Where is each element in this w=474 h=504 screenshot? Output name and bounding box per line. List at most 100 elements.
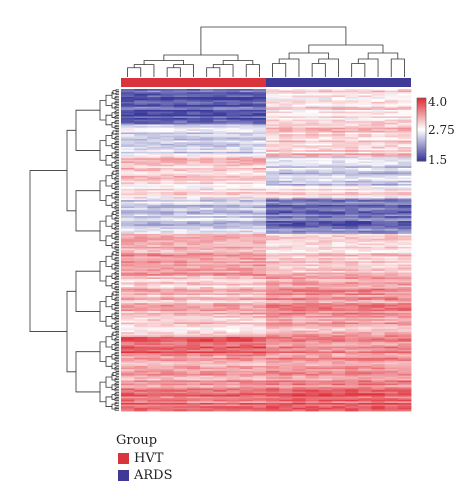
heatmap-cell [239, 269, 254, 272]
heatmap-cell [358, 378, 372, 381]
heatmap-cell [279, 122, 293, 125]
heatmap-cell [186, 398, 201, 401]
heatmap-cell [266, 285, 280, 288]
heatmap-cell [384, 216, 399, 219]
heatmap-cell [358, 406, 372, 409]
heatmap-cell [305, 256, 320, 259]
heatmap-cell [279, 349, 293, 352]
heatmap-cell [173, 283, 188, 286]
heatmap-cell [384, 293, 399, 296]
heatmap-cell [358, 277, 372, 280]
heatmap-cell [371, 278, 386, 281]
heatmap-cell [397, 158, 412, 161]
heatmap-cell [226, 111, 241, 114]
heatmap-cell [239, 240, 254, 243]
heatmap-cell [397, 304, 412, 307]
heatmap-cell [226, 324, 241, 327]
heatmap-cell [331, 364, 346, 367]
heatmap-cell [186, 287, 201, 290]
heatmap-cell [358, 327, 372, 330]
heatmap-cell [371, 109, 386, 112]
row-dendrogram-branch [115, 100, 119, 104]
heatmap-cell [121, 167, 135, 170]
heatmap-cell [397, 196, 412, 199]
heatmap-cell [371, 145, 386, 148]
heatmap-cell [305, 330, 320, 333]
heatmap-cell [345, 365, 359, 368]
heatmap-cell [226, 401, 241, 404]
heatmap-cell [345, 248, 359, 251]
heatmap-cell [397, 237, 412, 240]
heatmap-cell [173, 171, 188, 174]
heatmap-cell [121, 163, 135, 166]
heatmap-cell [186, 190, 201, 193]
heatmap-cell [121, 351, 135, 354]
heatmap-cell [147, 343, 161, 346]
heatmap-cell [173, 198, 188, 201]
row-dendrogram-branch [105, 195, 112, 206]
heatmap-cell [173, 262, 188, 265]
heatmap-cell [134, 167, 148, 170]
heatmap-cell [397, 198, 412, 201]
heatmap-cell [134, 129, 148, 132]
heatmap-cell [134, 327, 148, 330]
heatmap-cell [358, 307, 372, 310]
heatmap-cell [252, 103, 267, 106]
heatmap-cell [173, 306, 188, 309]
heatmap-cell [279, 198, 293, 201]
heatmap-cell [186, 130, 201, 133]
heatmap-cell [331, 211, 346, 214]
heatmap-cell [173, 119, 188, 122]
heatmap-cell [213, 108, 227, 111]
heatmap-cell [397, 262, 412, 265]
heatmap-cell [384, 377, 399, 380]
heatmap-cell [226, 264, 241, 267]
heatmap-cell [371, 142, 386, 145]
heatmap-cell [121, 365, 135, 368]
heatmap-cell [345, 145, 359, 148]
heatmap-cell [266, 172, 280, 175]
heatmap-cell [134, 145, 148, 148]
heatmap-cell [331, 253, 346, 256]
heatmap-cell [331, 382, 346, 385]
heatmap-cell [173, 346, 188, 349]
heatmap-cell [252, 274, 267, 277]
heatmap-cell [384, 114, 399, 117]
heatmap-cell [147, 267, 161, 270]
heatmap-cell [226, 214, 241, 217]
row-dendrogram-branch [111, 283, 115, 289]
color-scale-step [417, 134, 426, 137]
heatmap-cell [239, 277, 254, 280]
heatmap-cell [331, 409, 346, 412]
heatmap-cell [186, 137, 201, 140]
heatmap-cell [345, 396, 359, 399]
heatmap-cell [358, 108, 372, 111]
heatmap-cell [279, 393, 293, 396]
heatmap-cell [134, 237, 148, 240]
heatmap-cell [331, 377, 346, 380]
heatmap-cell [331, 164, 346, 167]
heatmap-cell [160, 235, 175, 238]
heatmap-cell [147, 179, 161, 182]
row-dendrogram-branch [105, 316, 112, 327]
heatmap-cell [358, 362, 372, 365]
heatmap-cell [371, 175, 386, 178]
heatmap-cell [384, 190, 399, 193]
heatmap-cell [305, 238, 320, 241]
heatmap-cell [160, 240, 175, 243]
heatmap-cell [266, 293, 280, 296]
heatmap-cell [397, 270, 412, 273]
heatmap-cell [213, 155, 227, 158]
heatmap-cell [358, 383, 372, 386]
heatmap-cell [213, 161, 227, 164]
heatmap-cell [397, 209, 412, 212]
color-scale-step [417, 113, 426, 116]
heatmap-cell [147, 175, 161, 178]
heatmap-cell [345, 224, 359, 227]
heatmap-cell [331, 166, 346, 169]
heatmap-cell [331, 373, 346, 376]
heatmap-cell [292, 369, 306, 372]
heatmap-cell [239, 135, 254, 138]
heatmap-cell [331, 306, 346, 309]
row-dendrogram-branch [115, 361, 119, 364]
